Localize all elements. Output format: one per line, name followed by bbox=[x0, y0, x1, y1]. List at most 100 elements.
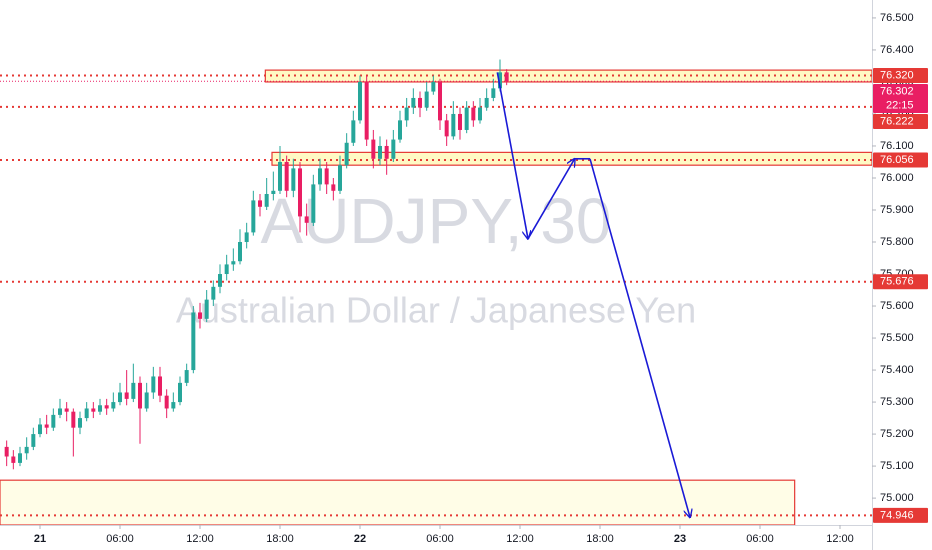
x-tick-label: 06:00 bbox=[746, 533, 774, 545]
arrow-segment bbox=[496, 72, 528, 238]
y-tick-label: 75.400 bbox=[880, 364, 914, 376]
candle-body bbox=[444, 120, 449, 137]
candle-body bbox=[291, 168, 296, 191]
candle-body bbox=[144, 392, 149, 409]
candle-body bbox=[171, 402, 176, 409]
candle-body bbox=[464, 107, 469, 130]
y-tick-label: 76.100 bbox=[880, 140, 914, 152]
candle-body bbox=[411, 97, 416, 108]
candle-body bbox=[58, 408, 62, 415]
x-tick-label: 12:00 bbox=[826, 533, 854, 545]
candle-body bbox=[211, 286, 216, 300]
x-tick-label: 06:00 bbox=[106, 533, 134, 545]
y-tick-label: 75.000 bbox=[880, 492, 914, 504]
candle-body bbox=[4, 446, 9, 457]
price-label-box bbox=[873, 152, 928, 168]
candle-body bbox=[338, 165, 342, 191]
candle-body bbox=[298, 168, 302, 217]
price-label-box bbox=[873, 84, 928, 114]
candle-body bbox=[124, 392, 129, 399]
candle-body bbox=[418, 97, 422, 108]
candle-body bbox=[331, 184, 336, 191]
candle-body bbox=[18, 453, 22, 463]
candle-body bbox=[118, 392, 122, 403]
candle-body bbox=[284, 161, 289, 191]
candle-body bbox=[78, 418, 82, 428]
candle-body bbox=[478, 107, 482, 121]
candle-body bbox=[358, 81, 362, 121]
candle-body bbox=[151, 376, 156, 393]
y-tick-label: 75.800 bbox=[880, 236, 914, 248]
candle-body bbox=[398, 120, 402, 140]
candle-body bbox=[324, 168, 329, 185]
candle-body bbox=[138, 382, 142, 409]
candle-body bbox=[458, 113, 462, 130]
candle-body bbox=[351, 120, 356, 143]
candle-body bbox=[311, 184, 316, 223]
x-tick-label: 21 bbox=[34, 533, 46, 545]
candle-body bbox=[504, 72, 509, 82]
candle-body bbox=[424, 91, 429, 108]
candle-body bbox=[451, 113, 456, 137]
candle-body bbox=[38, 424, 42, 435]
candle-body bbox=[111, 402, 116, 409]
x-tick-label: 12:00 bbox=[506, 533, 534, 545]
candle-body bbox=[218, 274, 222, 287]
price-label: 74.946 bbox=[880, 509, 914, 521]
y-tick-label: 76.400 bbox=[880, 44, 914, 56]
candle-body bbox=[244, 232, 249, 243]
x-tick-label: 23 bbox=[674, 533, 686, 545]
candle-body bbox=[44, 424, 49, 428]
candle-body bbox=[224, 264, 229, 275]
arrow-segment bbox=[527, 159, 575, 240]
candle-body bbox=[71, 411, 76, 428]
candle-body bbox=[384, 145, 389, 159]
candle-body bbox=[378, 145, 382, 159]
candle-body bbox=[31, 434, 36, 447]
price-label-box bbox=[873, 68, 928, 84]
candle-body bbox=[258, 200, 262, 207]
candle-body bbox=[84, 408, 89, 419]
y-tick-label: 76.500 bbox=[880, 12, 914, 24]
candle-body bbox=[104, 405, 109, 409]
price-label: 76.056 bbox=[880, 154, 914, 166]
candle-body bbox=[278, 161, 282, 191]
candle-body bbox=[391, 139, 396, 159]
price-label-box bbox=[873, 274, 928, 290]
x-tick-label: 18:00 bbox=[586, 533, 614, 545]
candle-body bbox=[264, 193, 269, 207]
y-tick-label: 75.100 bbox=[880, 460, 914, 472]
candle-body bbox=[371, 139, 376, 159]
price-label-box bbox=[873, 114, 928, 130]
candle-body bbox=[91, 408, 96, 412]
candle-body bbox=[98, 405, 102, 412]
candle-body bbox=[238, 242, 242, 262]
zone bbox=[0, 479, 796, 526]
price-label: 76.222 bbox=[880, 115, 914, 127]
countdown: 22:15 bbox=[886, 99, 914, 111]
candle-body bbox=[24, 446, 29, 454]
candle-body bbox=[131, 382, 136, 399]
candle-body bbox=[471, 107, 476, 121]
candle-body bbox=[164, 395, 169, 409]
y-tick-label: 76.000 bbox=[880, 172, 914, 184]
candle-body bbox=[11, 456, 16, 463]
y-tick-label: 75.900 bbox=[880, 204, 914, 216]
candle-body bbox=[404, 107, 409, 121]
x-tick-label: 18:00 bbox=[266, 533, 294, 545]
y-tick-label: 75.300 bbox=[880, 396, 914, 408]
candle-body bbox=[178, 382, 182, 403]
candle-body bbox=[344, 142, 349, 166]
candle-body bbox=[318, 168, 322, 185]
y-tick-label: 75.500 bbox=[880, 332, 914, 344]
candle-body bbox=[184, 370, 189, 383]
candle-body bbox=[231, 261, 236, 265]
y-tick-label: 75.600 bbox=[880, 300, 914, 312]
watermark-subtitle: Australian Dollar / Japanese Yen bbox=[176, 290, 696, 331]
candle-body bbox=[491, 88, 496, 98]
x-tick-label: 22 bbox=[354, 533, 366, 545]
candle-body bbox=[364, 81, 369, 140]
candle-body bbox=[198, 312, 202, 319]
candle-body bbox=[158, 376, 162, 396]
